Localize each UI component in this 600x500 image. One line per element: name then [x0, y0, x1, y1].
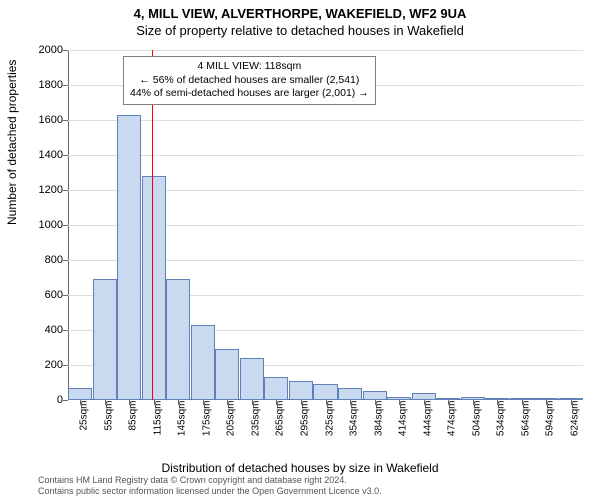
- y-tick-mark: [63, 295, 68, 296]
- x-tick-label: 115sqm: [152, 401, 163, 436]
- x-tick-label: 325sqm: [324, 401, 335, 437]
- y-tick-label: 2000: [23, 44, 63, 56]
- y-tick-label: 0: [23, 394, 63, 406]
- x-tick-label: 414sqm: [398, 401, 409, 437]
- x-tick-label: 265sqm: [275, 401, 286, 437]
- x-tick-label: 504sqm: [471, 401, 482, 437]
- y-tick-label: 800: [23, 254, 63, 266]
- footer-line1: Contains HM Land Registry data © Crown c…: [38, 475, 382, 486]
- footer-line2: Contains public sector information licen…: [38, 486, 382, 497]
- y-tick-label: 1600: [23, 114, 63, 126]
- histogram-bar: [338, 388, 362, 400]
- histogram-bar: [117, 115, 141, 400]
- annotation-line1: 4 MILL VIEW: 118sqm: [130, 60, 369, 74]
- y-tick-mark: [63, 260, 68, 261]
- chart-title-line2: Size of property relative to detached ho…: [0, 21, 600, 38]
- histogram-bar: [289, 381, 313, 400]
- histogram-bar: [68, 388, 92, 400]
- x-tick-label: 474sqm: [447, 401, 458, 437]
- y-tick-mark: [63, 155, 68, 156]
- histogram-bar: [215, 349, 239, 400]
- plot-area: 020040060080010001200140016001800200025s…: [68, 50, 583, 400]
- y-tick-mark: [63, 120, 68, 121]
- histogram-bar: [93, 279, 117, 400]
- y-tick-label: 600: [23, 289, 63, 301]
- x-tick-label: 564sqm: [520, 401, 531, 437]
- y-axis-label: Number of detached properties: [5, 60, 19, 225]
- histogram-bar: [142, 176, 166, 400]
- chart-title-line1: 4, MILL VIEW, ALVERTHORPE, WAKEFIELD, WF…: [0, 0, 600, 21]
- x-tick-label: 25sqm: [79, 401, 90, 431]
- x-tick-label: 205sqm: [226, 401, 237, 437]
- y-tick-label: 1400: [23, 149, 63, 161]
- histogram-bar: [240, 358, 264, 400]
- x-tick-label: 444sqm: [422, 401, 433, 437]
- y-tick-mark: [63, 365, 68, 366]
- y-tick-mark: [63, 50, 68, 51]
- x-tick-label: 594sqm: [545, 401, 556, 437]
- x-tick-label: 235sqm: [250, 401, 261, 437]
- footer-attribution: Contains HM Land Registry data © Crown c…: [38, 475, 382, 498]
- histogram-bar: [191, 325, 215, 400]
- property-annotation: 4 MILL VIEW: 118sqm← 56% of detached hou…: [123, 56, 376, 105]
- histogram-bar: [264, 377, 288, 400]
- y-tick-label: 1200: [23, 184, 63, 196]
- annotation-line2: ← 56% of detached houses are smaller (2,…: [130, 74, 369, 88]
- x-tick-label: 55sqm: [103, 401, 114, 431]
- grid-line: [68, 155, 583, 156]
- y-tick-mark: [63, 190, 68, 191]
- x-tick-label: 384sqm: [373, 401, 384, 437]
- x-tick-label: 295sqm: [299, 401, 310, 437]
- x-axis-label: Distribution of detached houses by size …: [0, 461, 600, 475]
- x-tick-label: 534sqm: [496, 401, 507, 437]
- x-tick-label: 624sqm: [569, 401, 580, 437]
- x-tick-label: 175sqm: [201, 401, 212, 437]
- y-tick-mark: [63, 85, 68, 86]
- annotation-line3: 44% of semi-detached houses are larger (…: [130, 87, 369, 101]
- y-tick-mark: [63, 400, 68, 401]
- y-tick-label: 400: [23, 324, 63, 336]
- y-tick-label: 1800: [23, 79, 63, 91]
- y-tick-mark: [63, 225, 68, 226]
- x-tick-label: 354sqm: [349, 401, 360, 437]
- x-tick-label: 145sqm: [177, 401, 188, 437]
- histogram-bar: [363, 391, 387, 400]
- grid-line: [68, 50, 583, 51]
- grid-line: [68, 120, 583, 121]
- y-tick-label: 1000: [23, 219, 63, 231]
- histogram-bar: [313, 384, 337, 400]
- y-tick-label: 200: [23, 359, 63, 371]
- histogram-bar: [166, 279, 190, 400]
- x-tick-label: 85sqm: [128, 401, 139, 431]
- y-tick-mark: [63, 330, 68, 331]
- histogram-bar: [412, 393, 436, 400]
